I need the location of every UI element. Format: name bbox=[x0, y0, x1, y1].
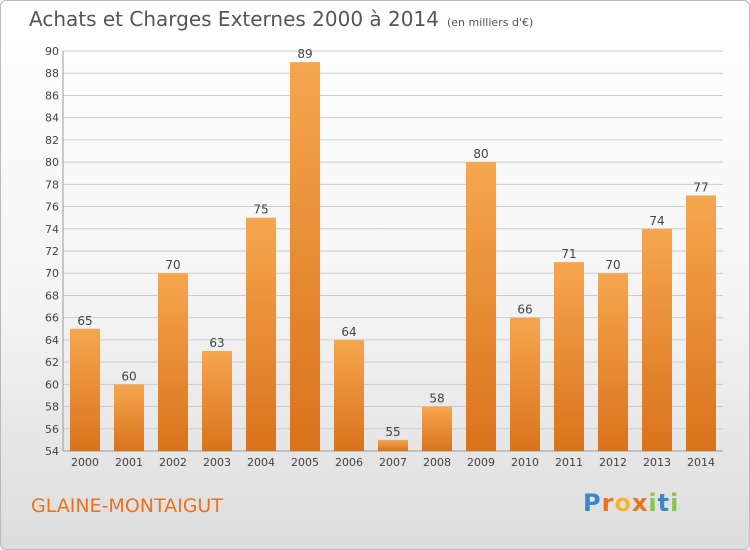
x-tick-label: 2013 bbox=[643, 456, 671, 469]
x-tick-label: 2001 bbox=[115, 456, 143, 469]
y-tick-label: 88 bbox=[45, 67, 59, 80]
data-label: 58 bbox=[429, 392, 444, 406]
y-tick-label: 84 bbox=[45, 112, 59, 125]
data-label: 65 bbox=[77, 314, 92, 328]
logo-letter: i bbox=[648, 489, 658, 517]
logo-letter: t bbox=[657, 489, 671, 517]
y-tick-label: 60 bbox=[45, 378, 59, 391]
bar-2000 bbox=[70, 328, 100, 451]
y-tick-label: 58 bbox=[45, 401, 59, 414]
bar-2012 bbox=[598, 273, 628, 451]
logo-letter: o bbox=[614, 489, 632, 517]
chart-subtitle: (en milliers d'€) bbox=[446, 16, 534, 29]
bar-2009 bbox=[466, 162, 496, 451]
data-label: 66 bbox=[517, 303, 532, 317]
y-tick-label: 82 bbox=[45, 134, 59, 147]
bar-2007 bbox=[378, 439, 408, 451]
data-label: 89 bbox=[297, 47, 312, 61]
data-label: 71 bbox=[561, 247, 576, 261]
x-tick-label: 2004 bbox=[247, 456, 275, 469]
y-axis: 54 56 58 60 62 64 66 68 70 72 74 76 78 80 82 84 86 88 90 bbox=[45, 45, 723, 458]
y-tick-label: 54 bbox=[45, 445, 59, 458]
x-tick-label: 2000 bbox=[71, 456, 99, 469]
logo-letter: x bbox=[631, 489, 649, 517]
y-tick-label: 68 bbox=[45, 289, 59, 302]
y-tick-label: 72 bbox=[45, 245, 59, 258]
bar-2004 bbox=[246, 217, 276, 451]
bar-2010 bbox=[510, 317, 540, 451]
bar-2003 bbox=[202, 351, 232, 451]
logo-letter: r bbox=[601, 489, 615, 517]
x-tick-label: 2002 bbox=[159, 456, 187, 469]
x-tick-label: 2010 bbox=[511, 456, 539, 469]
bar-2001 bbox=[114, 384, 144, 451]
bar-2013 bbox=[642, 228, 672, 451]
y-tick-label: 56 bbox=[45, 423, 59, 436]
y-tick-label: 76 bbox=[45, 201, 59, 214]
y-tick-label: 86 bbox=[45, 89, 59, 102]
data-label: 77 bbox=[693, 180, 708, 194]
x-tick-label: 2014 bbox=[687, 456, 715, 469]
logo-letter: i bbox=[670, 489, 680, 517]
x-tick-label: 2003 bbox=[203, 456, 231, 469]
data-label: 70 bbox=[605, 258, 620, 272]
bar-2011 bbox=[554, 262, 584, 451]
x-tick-label: 2009 bbox=[467, 456, 495, 469]
x-axis: 2000 2001 2002 2003 2004 2005 2006 2007 2008 2009… bbox=[71, 456, 715, 469]
y-tick-label: 80 bbox=[45, 156, 59, 169]
y-tick-label: 62 bbox=[45, 356, 59, 369]
y-tick-label: 66 bbox=[45, 312, 59, 325]
x-tick-label: 2008 bbox=[423, 456, 451, 469]
y-tick-label: 74 bbox=[45, 223, 59, 236]
y-tick-label: 90 bbox=[45, 45, 59, 58]
bar-2014 bbox=[686, 195, 716, 451]
data-label: 63 bbox=[209, 336, 224, 350]
x-tick-label: 2007 bbox=[379, 456, 407, 469]
data-label: 64 bbox=[341, 325, 356, 339]
bar-2005 bbox=[290, 62, 320, 451]
x-tick-label: 2005 bbox=[291, 456, 319, 469]
logo-letter: P bbox=[583, 489, 602, 517]
data-label: 80 bbox=[473, 147, 488, 161]
data-label: 75 bbox=[253, 203, 268, 217]
proxiti-logo[interactable]: Proxiti bbox=[583, 489, 679, 517]
bar-2002 bbox=[158, 273, 188, 451]
data-label: 70 bbox=[165, 258, 180, 272]
bar-2006 bbox=[334, 339, 364, 451]
bar-2008 bbox=[422, 406, 452, 451]
x-tick-label: 2011 bbox=[555, 456, 583, 469]
chart-title: Achats et Charges Externes 2000 à 2014 (e… bbox=[29, 7, 533, 31]
x-tick-label: 2006 bbox=[335, 456, 363, 469]
x-tick-label: 2012 bbox=[599, 456, 627, 469]
title-text: Achats et Charges Externes 2000 à 2014 bbox=[29, 7, 439, 31]
y-tick-label: 70 bbox=[45, 267, 59, 280]
data-label: 60 bbox=[121, 369, 136, 383]
data-label: 74 bbox=[649, 214, 664, 228]
place-name: GLAINE-MONTAIGUT bbox=[31, 495, 223, 517]
y-tick-label: 64 bbox=[45, 334, 59, 347]
bars: 65 60 70 63 75 89 64 55 58 80 66 71 70 74 77 bbox=[70, 47, 716, 451]
data-label: 55 bbox=[385, 425, 400, 439]
y-tick-label: 78 bbox=[45, 178, 59, 191]
